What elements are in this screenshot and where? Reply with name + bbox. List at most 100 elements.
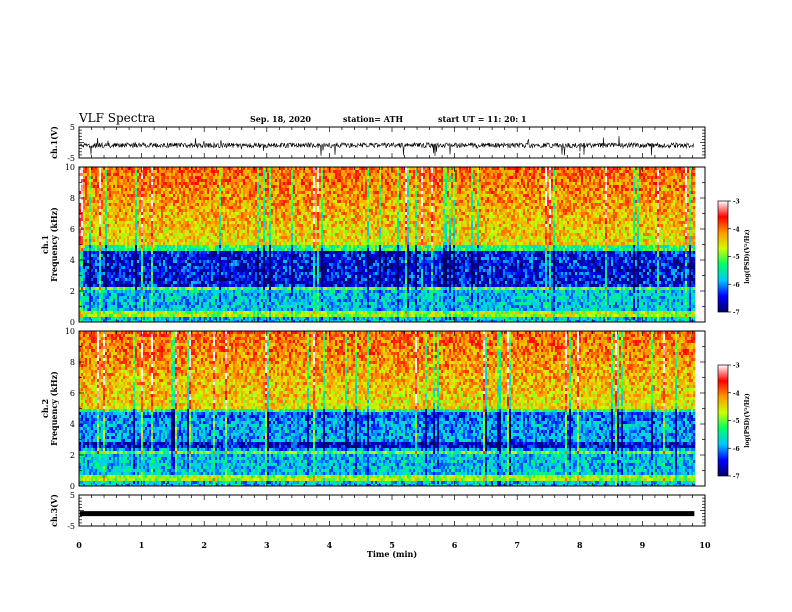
spectrogram-cell [467, 209, 469, 212]
spectrogram-cell [229, 194, 231, 197]
spectrogram-cell [159, 176, 161, 179]
spectrogram-cell [193, 194, 195, 197]
spectrogram-cell [503, 182, 505, 185]
spectrogram-cell [125, 182, 127, 185]
spectrogram-cell [511, 197, 513, 200]
spectrogram-cell [477, 188, 479, 191]
spectrogram-cell [107, 170, 109, 173]
spectrogram-cell [147, 170, 149, 173]
spectrogram-cell [167, 212, 169, 215]
spectrogram-cell [363, 173, 365, 176]
spectrogram-cell [477, 185, 479, 188]
spectrogram-cell [85, 215, 87, 218]
spectrogram-cell [473, 179, 475, 182]
spectrogram-cell [133, 179, 135, 182]
spectrogram-cell [117, 215, 119, 218]
spectrogram-cell [683, 170, 685, 173]
spectrogram-cell [129, 188, 131, 191]
spectrogram-cell [131, 206, 133, 209]
spectrogram-cell [225, 197, 227, 200]
spectrogram-cell [489, 170, 491, 173]
spectrogram-cell [483, 188, 485, 191]
spectrogram-cell [141, 203, 143, 206]
spectrogram-cell [317, 209, 319, 212]
spectrogram-cell [295, 197, 297, 200]
spectrogram-cell [335, 191, 337, 194]
spectrogram-cell [629, 170, 631, 173]
spectrogram-cell [349, 197, 351, 200]
spectrogram-cell [589, 194, 591, 197]
spectrogram-cell [199, 173, 201, 176]
spectrogram-cell [207, 173, 209, 176]
spectrogram-cell [255, 173, 257, 176]
spectrogram-cell [647, 197, 649, 200]
spectrogram-cell [369, 182, 371, 185]
spectrogram-cell [309, 191, 311, 194]
spectrogram-cell [681, 194, 683, 197]
spectrogram-cell [659, 170, 661, 173]
spectrogram-cell [567, 209, 569, 212]
spectrogram-cell [455, 170, 457, 173]
spectrogram-cell [417, 209, 419, 212]
spectrogram-cell [245, 197, 247, 200]
spectrogram-cell [541, 197, 543, 200]
spectrogram-cell [659, 203, 661, 206]
spectrogram-cell [553, 182, 555, 185]
spectrogram-cell [349, 203, 351, 206]
spectrogram-cell [381, 206, 383, 209]
spectrogram-cell [351, 197, 353, 200]
spectrogram-cell [333, 179, 335, 182]
spectrogram-cell [303, 182, 305, 185]
spectrogram-cell [123, 179, 125, 182]
spectrogram-cell [519, 176, 521, 179]
spectrogram-cell [647, 176, 649, 179]
spectrogram-cell [441, 212, 443, 215]
spectrogram-cell [151, 215, 153, 218]
spectrogram-cell [673, 185, 675, 188]
spectrogram-cell [677, 185, 679, 188]
spectrogram-cell [109, 203, 111, 206]
spectrogram-cell [97, 194, 99, 197]
spectrogram-cell [639, 209, 641, 212]
spectrogram-cell [667, 170, 669, 173]
spectrogram-cell [595, 194, 597, 197]
spectrogram-cell [385, 176, 387, 179]
spectrogram-cell [323, 209, 325, 212]
spectrogram-cell [143, 176, 145, 179]
spectrogram-cell [159, 215, 161, 218]
spectrogram-cell [159, 173, 161, 176]
spectrogram-cell [333, 191, 335, 194]
spectrogram-cell [607, 185, 609, 188]
spectrogram-cell [549, 176, 551, 179]
spectrogram-cell [541, 170, 543, 173]
spectrogram-cell [669, 188, 671, 191]
spectrogram-cell [559, 176, 561, 179]
spectrogram-cell [617, 188, 619, 191]
spectrogram-cell [403, 170, 405, 173]
spectrogram-cell [615, 209, 617, 212]
spectrogram-cell [417, 179, 419, 182]
spectrogram-cell [361, 209, 363, 212]
spectrogram-cell [487, 203, 489, 206]
spectrogram-cell [257, 206, 259, 209]
spectrogram-cell [529, 203, 531, 206]
spectrogram-cell [431, 194, 433, 197]
spectrogram-cell [211, 185, 213, 188]
spectrogram-cell [543, 209, 545, 212]
spectrogram-cell [219, 170, 221, 173]
spectrogram-cell [573, 209, 575, 212]
spectrogram-cell [93, 191, 95, 194]
spectrogram-cell [587, 191, 589, 194]
spectrogram-cell [465, 185, 467, 188]
spectrogram-cell [439, 194, 441, 197]
spectrogram-cell [677, 182, 679, 185]
spectrogram-cell [645, 179, 647, 182]
spectrogram-cell [531, 206, 533, 209]
spectrogram-cell [545, 185, 547, 188]
spectrogram-cell [541, 203, 543, 206]
spectrogram-cell [135, 182, 137, 185]
spectrogram-cell [291, 173, 293, 176]
spectrogram-cell [581, 179, 583, 182]
spectrogram-cell [327, 179, 329, 182]
spectrogram-cell [117, 179, 119, 182]
